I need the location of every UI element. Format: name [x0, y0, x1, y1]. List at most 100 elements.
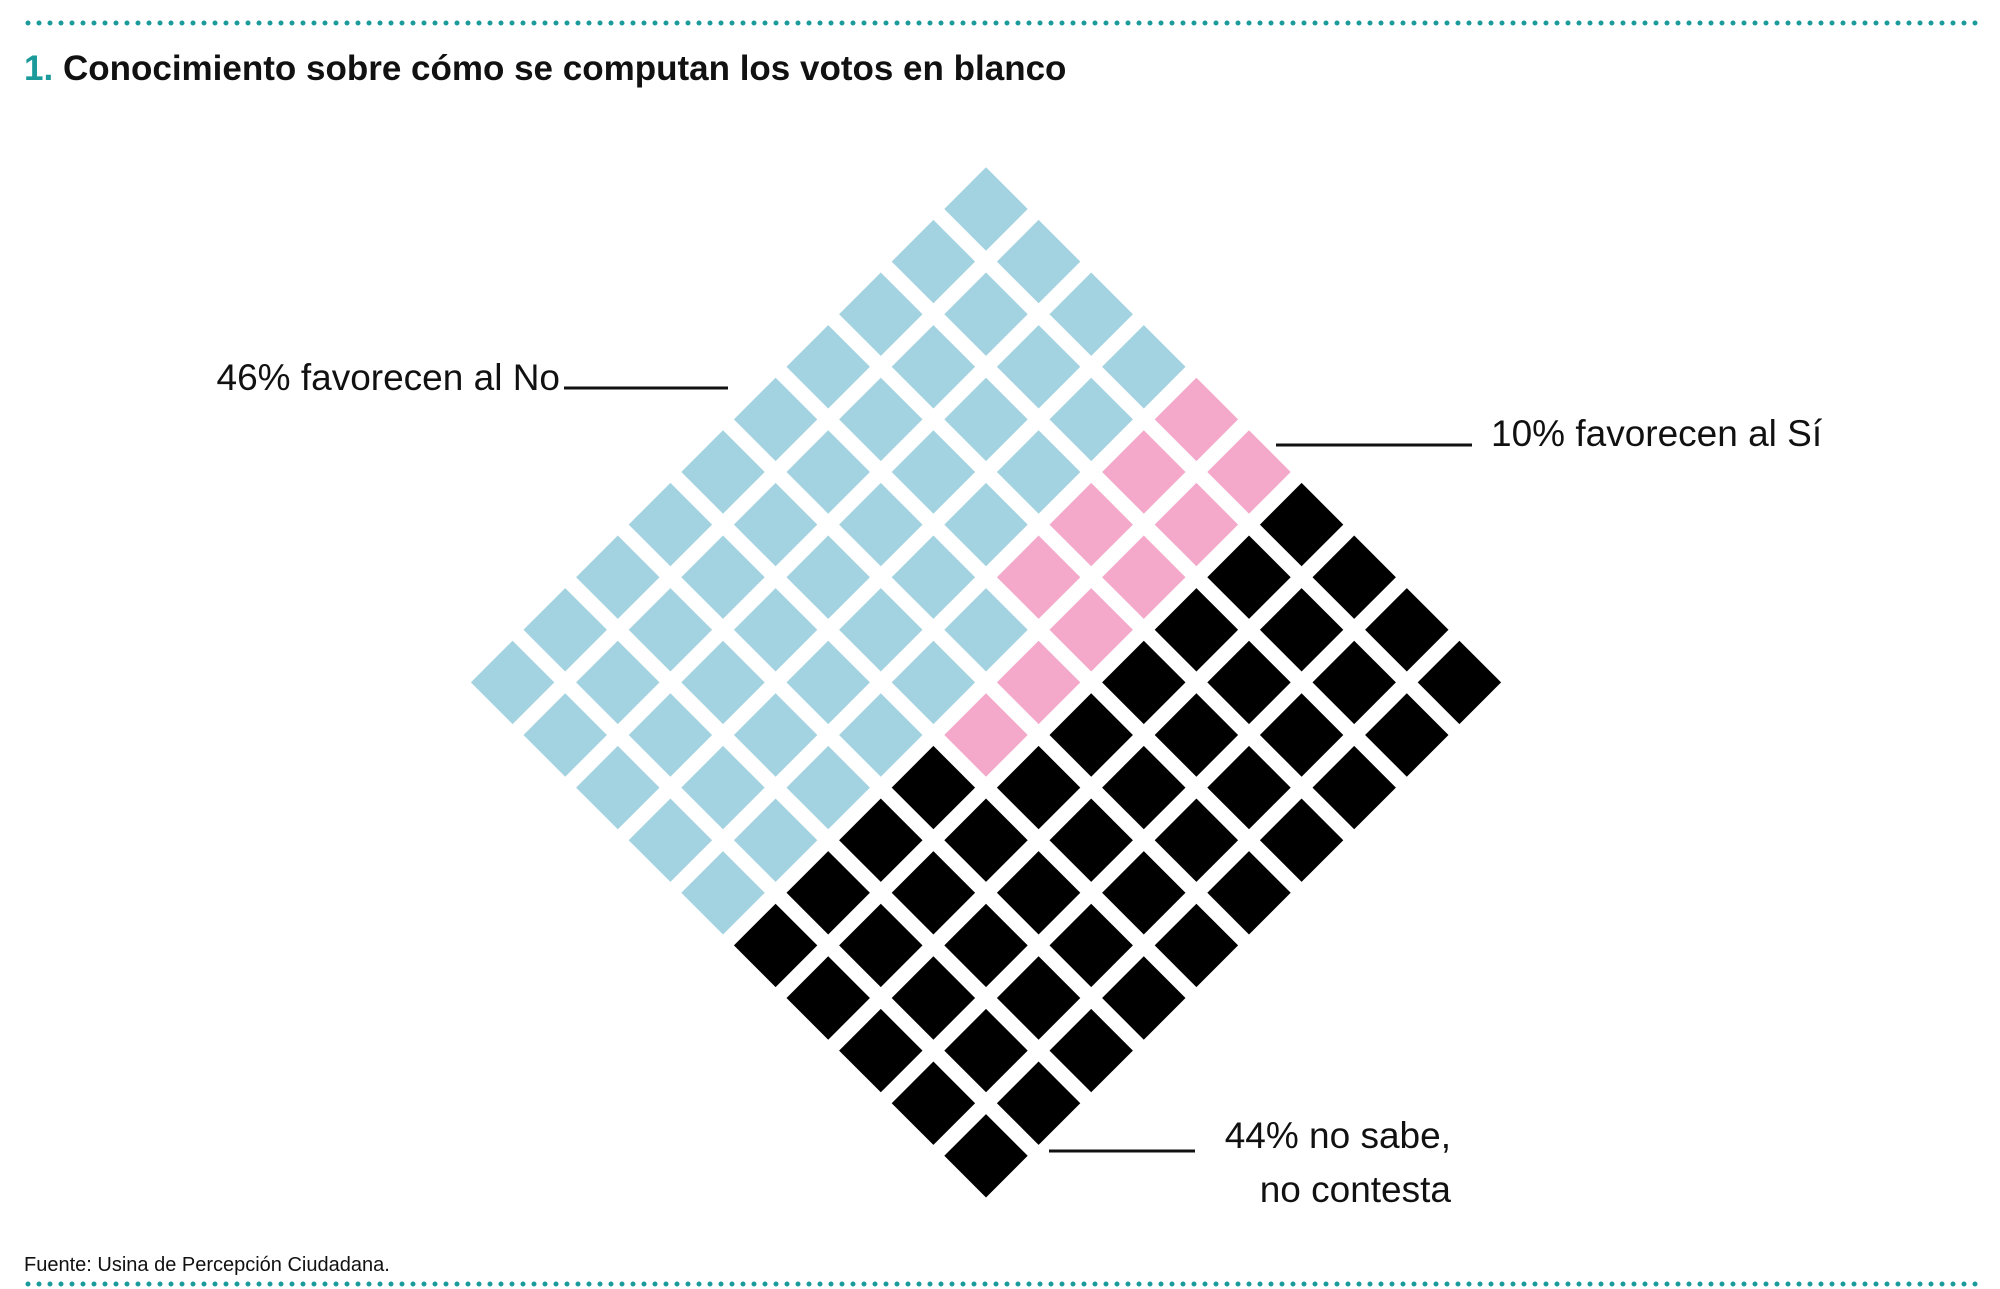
waffle-cell	[1207, 535, 1291, 619]
waffle-cell	[839, 1008, 923, 1093]
waffle-cell	[839, 482, 923, 567]
waffle-cell	[944, 1114, 1028, 1198]
waffle-cell	[1154, 903, 1239, 988]
waffle-cell	[944, 798, 1028, 882]
chart-title: 1. Conocimiento sobre cómo se computan l…	[24, 49, 1066, 88]
waffle-cell	[1259, 798, 1344, 882]
waffle-cell	[786, 956, 870, 1040]
waffle-cell	[733, 482, 818, 567]
waffle-cell	[1207, 745, 1291, 830]
waffle-cell	[681, 745, 765, 830]
waffle-cell	[1259, 588, 1344, 672]
waffle-cell	[1049, 1008, 1133, 1093]
waffle-cell	[944, 1008, 1028, 1093]
waffle-cell	[1259, 482, 1344, 567]
waffle-cell	[891, 956, 976, 1040]
waffle-cell	[1102, 745, 1186, 830]
waffle-cell	[996, 956, 1081, 1040]
waffle-cell	[733, 693, 818, 777]
waffle-cell	[1207, 851, 1291, 935]
waffle-cell	[891, 1061, 976, 1145]
waffle-cell	[839, 798, 923, 882]
waffle	[470, 167, 1502, 1198]
waffle-cell	[1154, 798, 1239, 882]
waffle-cell	[996, 640, 1081, 725]
waffle-cell	[1312, 535, 1396, 619]
waffle-cell	[1049, 482, 1133, 567]
waffle-cell	[944, 167, 1028, 251]
waffle-cell	[1102, 325, 1186, 409]
waffle-cell	[1049, 377, 1133, 462]
waffle-cell	[996, 430, 1081, 514]
waffle-cell	[628, 482, 713, 567]
waffle-cell	[628, 693, 713, 777]
waffle-cell	[1207, 640, 1291, 725]
waffle-cell	[996, 745, 1081, 830]
title-number: 1.	[24, 49, 53, 88]
waffle-cell	[996, 535, 1081, 619]
waffle-cell	[839, 377, 923, 462]
waffle-cell	[733, 377, 818, 462]
waffle-cell	[996, 851, 1081, 935]
title-text: Conocimiento sobre cómo se computan los …	[63, 49, 1066, 88]
waffle-cell	[576, 640, 660, 725]
waffle-cell	[891, 851, 976, 935]
waffle-cell	[733, 798, 818, 882]
waffle-cell	[1417, 640, 1502, 725]
value-label: 46% favorecen al No	[217, 357, 560, 398]
waffle-cell	[1102, 535, 1186, 619]
waffle-cell	[891, 430, 976, 514]
value-label: no contesta	[1260, 1169, 1452, 1210]
waffle-cell	[470, 640, 555, 725]
waffle-cell	[1154, 588, 1239, 672]
waffle-cell	[733, 903, 818, 988]
waffle-cell	[1312, 745, 1396, 830]
waffle-cell	[628, 588, 713, 672]
waffle-cell	[944, 272, 1028, 356]
waffle-cell	[944, 693, 1028, 777]
waffle-cell	[996, 219, 1081, 304]
waffle-cell	[1049, 903, 1133, 988]
waffle-cell	[1207, 430, 1291, 514]
waffle-cell	[1102, 956, 1186, 1040]
waffle-cell	[1259, 693, 1344, 777]
waffle-cell	[681, 430, 765, 514]
value-label: 44% no sabe,	[1225, 1115, 1451, 1156]
waffle-cell	[996, 1061, 1081, 1145]
waffle-cell	[891, 535, 976, 619]
waffle-cell	[786, 640, 870, 725]
waffle-cell	[681, 535, 765, 619]
waffle-cell	[1049, 588, 1133, 672]
waffle-cell	[681, 640, 765, 725]
waffle-cell	[839, 272, 923, 356]
waffle-cell	[839, 693, 923, 777]
waffle-cell	[891, 219, 976, 304]
waffle-cell	[786, 851, 870, 935]
waffle-cell	[1154, 693, 1239, 777]
waffle-cell	[1049, 693, 1133, 777]
waffle-cell	[1102, 430, 1186, 514]
waffle-cell	[786, 535, 870, 619]
waffle-cell	[944, 482, 1028, 567]
waffle-cell	[1312, 640, 1396, 725]
waffle-cell	[891, 745, 976, 830]
waffle-cell	[839, 903, 923, 988]
waffle-cell	[1365, 693, 1449, 777]
waffle-cell	[786, 745, 870, 830]
waffle-cell	[733, 588, 818, 672]
waffle-cell	[786, 325, 870, 409]
waffle-cell	[1102, 851, 1186, 935]
waffle-cell	[1102, 640, 1186, 725]
waffle-cell	[891, 325, 976, 409]
value-label: 10% favorecen al Sí	[1491, 413, 1823, 454]
waffle-cell	[996, 325, 1081, 409]
waffle-cell	[1049, 798, 1133, 882]
waffle-cell	[1154, 377, 1239, 462]
waffle-cell	[944, 588, 1028, 672]
waffle-cell	[1049, 272, 1133, 356]
waffle-cell	[576, 535, 660, 619]
waffle-cell	[576, 745, 660, 830]
waffle-cell	[891, 640, 976, 725]
waffle-cell	[523, 588, 607, 672]
